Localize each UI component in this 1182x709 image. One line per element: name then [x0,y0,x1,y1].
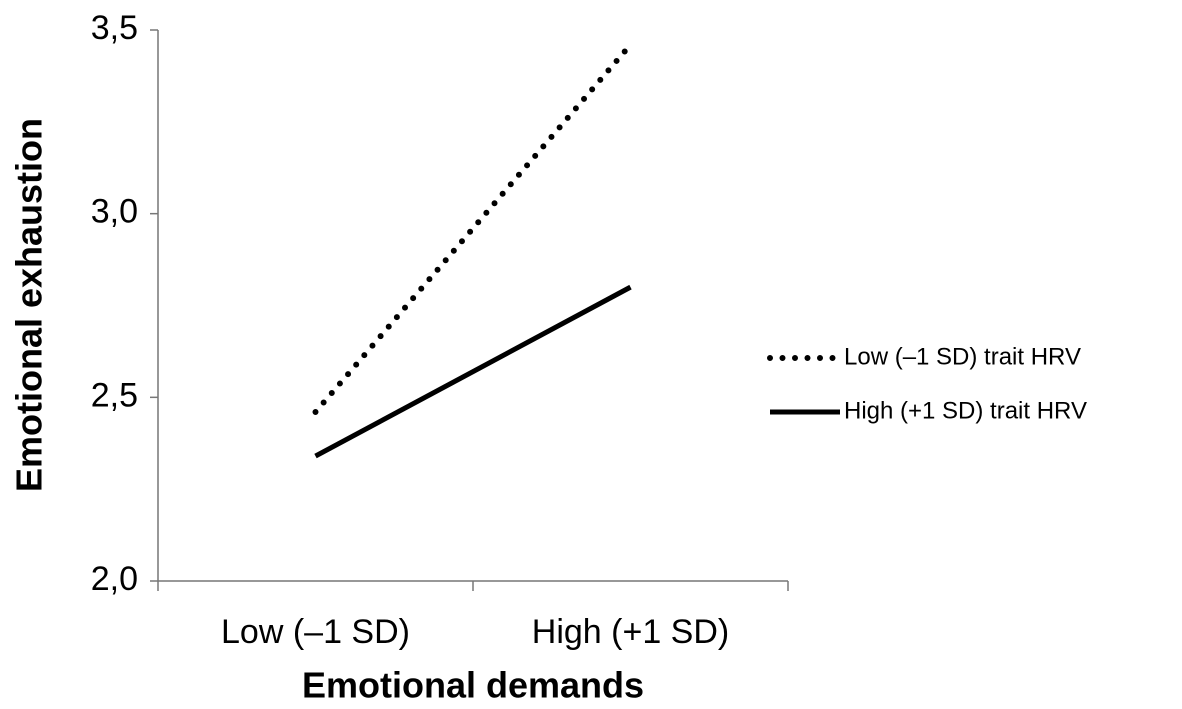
y-axis-title: Emotional exhaustion [9,118,50,492]
legend-label: Low (–1 SD) trait HRV [844,343,1081,370]
y-tick-label: 2,5 [91,376,138,414]
x-tick-label: Low (–1 SD) [221,613,410,651]
y-tick-label: 3,5 [91,9,138,47]
series-line [314,284,632,459]
x-axis-title: Emotional demands [302,665,644,706]
y-tick-label: 2,0 [91,560,138,598]
y-tick-label: 3,0 [91,193,138,231]
x-tick-label: High (+1 SD) [532,613,729,651]
series-line [312,41,634,416]
legend-label: High (+1 SD) trait HRV [844,397,1087,424]
